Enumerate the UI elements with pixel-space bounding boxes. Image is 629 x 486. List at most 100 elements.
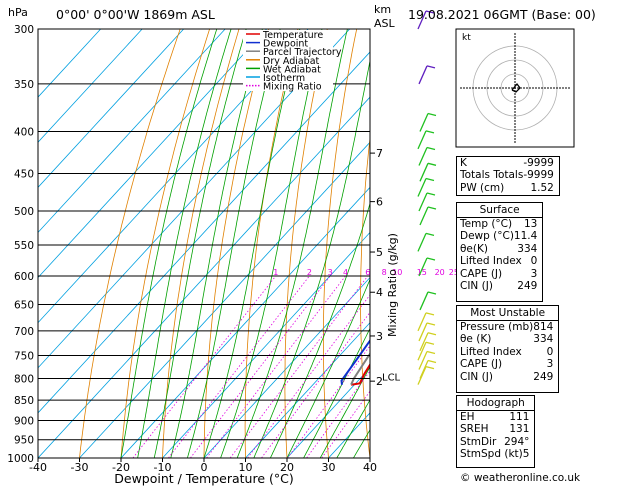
hodograph-index-value: 131 — [509, 423, 530, 436]
parcel-trajectory-line — [350, 352, 370, 386]
most-unstable-index-label: CIN (J) — [460, 370, 493, 383]
wet-adiabat-line — [286, 278, 370, 458]
mixing-ratio-line — [168, 275, 310, 458]
surface-index-label: θe(K) — [460, 242, 488, 255]
mixing-ratio-line — [287, 345, 370, 458]
wind-barb-feather — [425, 312, 435, 316]
wind-barb-feather — [426, 65, 436, 69]
surface-index-value: 249 — [517, 279, 538, 292]
surface-index-row: Lifted Index 0 — [457, 255, 542, 267]
pressure-tick-label: 500 — [14, 206, 34, 218]
most-unstable-index-row: θe (K) 334 — [457, 333, 558, 345]
wind-barb-feather — [427, 359, 437, 364]
wind-barb — [419, 163, 429, 182]
isotherm-line — [79, 141, 370, 458]
mixing-ratio-lines — [132, 275, 370, 458]
km-label: km — [374, 3, 391, 16]
isotherm-line — [38, 96, 370, 458]
mixing-ratio-label: 1 — [273, 268, 278, 277]
isotherm-line — [38, 29, 184, 188]
dry-adiabat-line — [79, 29, 181, 458]
height-tick-label: 2 — [376, 375, 383, 388]
pressure-tick-label: 700 — [14, 326, 34, 338]
most-unstable-panel: Most Unstable Pressure (mb) 814 θe (K) 334 L… — [456, 305, 560, 393]
mixing-ratio-label: 2 — [307, 268, 312, 277]
x-axis-title: Dewpoint / Temperature (°C) — [114, 471, 293, 486]
hodograph-index-label: StmDir — [460, 435, 497, 448]
pressure-tick-label: 900 — [14, 415, 34, 427]
height-axis: 7 6 5 4 3 2 LCL — [370, 147, 401, 388]
most-unstable-index-row: CAPE (J) 3 — [457, 358, 558, 370]
wind-barb — [419, 332, 429, 351]
temperature-tick-label: -20 — [112, 461, 130, 474]
surface-index-value: 13 — [523, 218, 538, 230]
general-indices-panel: K -9999 Totals Totals -9999 PW (cm) 1.52 — [456, 156, 560, 196]
height-tick-label: 5 — [376, 246, 383, 259]
general-index-value: -9999 — [523, 169, 554, 182]
temperature-tick-label: -10 — [154, 461, 172, 474]
legend-label: Isotherm — [263, 73, 305, 84]
dry-adiabat-line — [120, 29, 210, 458]
legend-label: Parcel Trajectory — [263, 47, 342, 58]
most-unstable-index-row: Lifted Index 0 — [457, 346, 558, 358]
pressure-tick-label: 750 — [14, 350, 34, 362]
legend-label: Mixing Ratio — [263, 82, 322, 93]
general-index-label: PW (cm) — [460, 181, 505, 194]
wind-barb-feather — [425, 10, 435, 14]
most-unstable-index-value: 3 — [546, 358, 554, 371]
pressure-tick-label: 350 — [14, 79, 34, 91]
most-unstable-title: Most Unstable — [457, 306, 559, 321]
wind-barb-feather — [427, 112, 437, 117]
surface-index-label: Temp (°C) — [460, 218, 513, 230]
general-index-label: K — [460, 157, 467, 169]
most-unstable-index-value: 0 — [546, 345, 554, 358]
wind-barb — [418, 322, 428, 342]
wind-barbs — [417, 10, 437, 385]
wind-barb — [418, 65, 428, 85]
wet-adiabat-line — [120, 29, 218, 458]
isotherm-line — [286, 367, 370, 458]
hodograph-panel: Hodograph EH 111 SREH 131 StmDir 294° StmSpd (… — [456, 395, 536, 468]
hodograph-title: Hodograph — [457, 396, 535, 411]
wind-barb — [417, 233, 427, 252]
pressure-tick-label: 600 — [14, 271, 34, 283]
surface-index-label: Dewp (°C) — [460, 230, 514, 243]
most-unstable-index-label: Lifted Index — [460, 345, 522, 358]
surface-index-row: CAPE (J) 3 — [457, 268, 542, 280]
wind-barb-feather — [426, 322, 436, 326]
pressure-tick-label: 400 — [14, 127, 34, 139]
mixing-ratio-label: 10 — [392, 268, 402, 277]
mixing-ratio-label: 3 — [328, 268, 333, 277]
height-tick-label: 4 — [376, 286, 383, 299]
wind-barb — [419, 206, 429, 226]
pressure-tick-label: 800 — [14, 373, 34, 385]
wind-barb — [418, 147, 428, 166]
wind-barb — [419, 360, 429, 379]
isotherm-line — [162, 231, 370, 458]
pressure-tick-label: 950 — [14, 435, 34, 447]
hodograph-index-value: 5 — [522, 448, 530, 461]
dry-adiabat-line — [397, 29, 416, 458]
mixing-ratio-label: 6 — [365, 268, 370, 277]
wind-barb-feather — [425, 341, 435, 345]
dry-adiabat-line — [360, 134, 370, 458]
mixing-ratio-label: 8 — [382, 268, 387, 277]
temperature-axis: -40 -30 -20 -10 0 10 20 30 40 — [29, 458, 377, 474]
dry-adiabat-line — [621, 29, 629, 458]
hodograph-index-label: SREH — [460, 423, 489, 436]
wind-barb — [418, 192, 428, 212]
hodograph-index-value: 111 — [509, 411, 530, 423]
wind-barb — [417, 130, 427, 150]
surface-index-row: Temp (°C) 13 — [457, 218, 542, 230]
mixing-ratio-label: 20 — [435, 268, 445, 277]
hodograph-index-row: StmSpd (kt) 5 — [457, 448, 534, 460]
wind-barb — [417, 341, 427, 361]
wind-barb — [418, 257, 428, 277]
mixing-ratio-axis-title: Mixing Ratio (g/kg) — [386, 233, 399, 337]
surface-index-label: CIN (J) — [460, 279, 493, 292]
mixing-ratio-line — [190, 275, 331, 458]
wind-barb-feather — [426, 350, 436, 355]
wind-barb-feather — [426, 192, 436, 196]
